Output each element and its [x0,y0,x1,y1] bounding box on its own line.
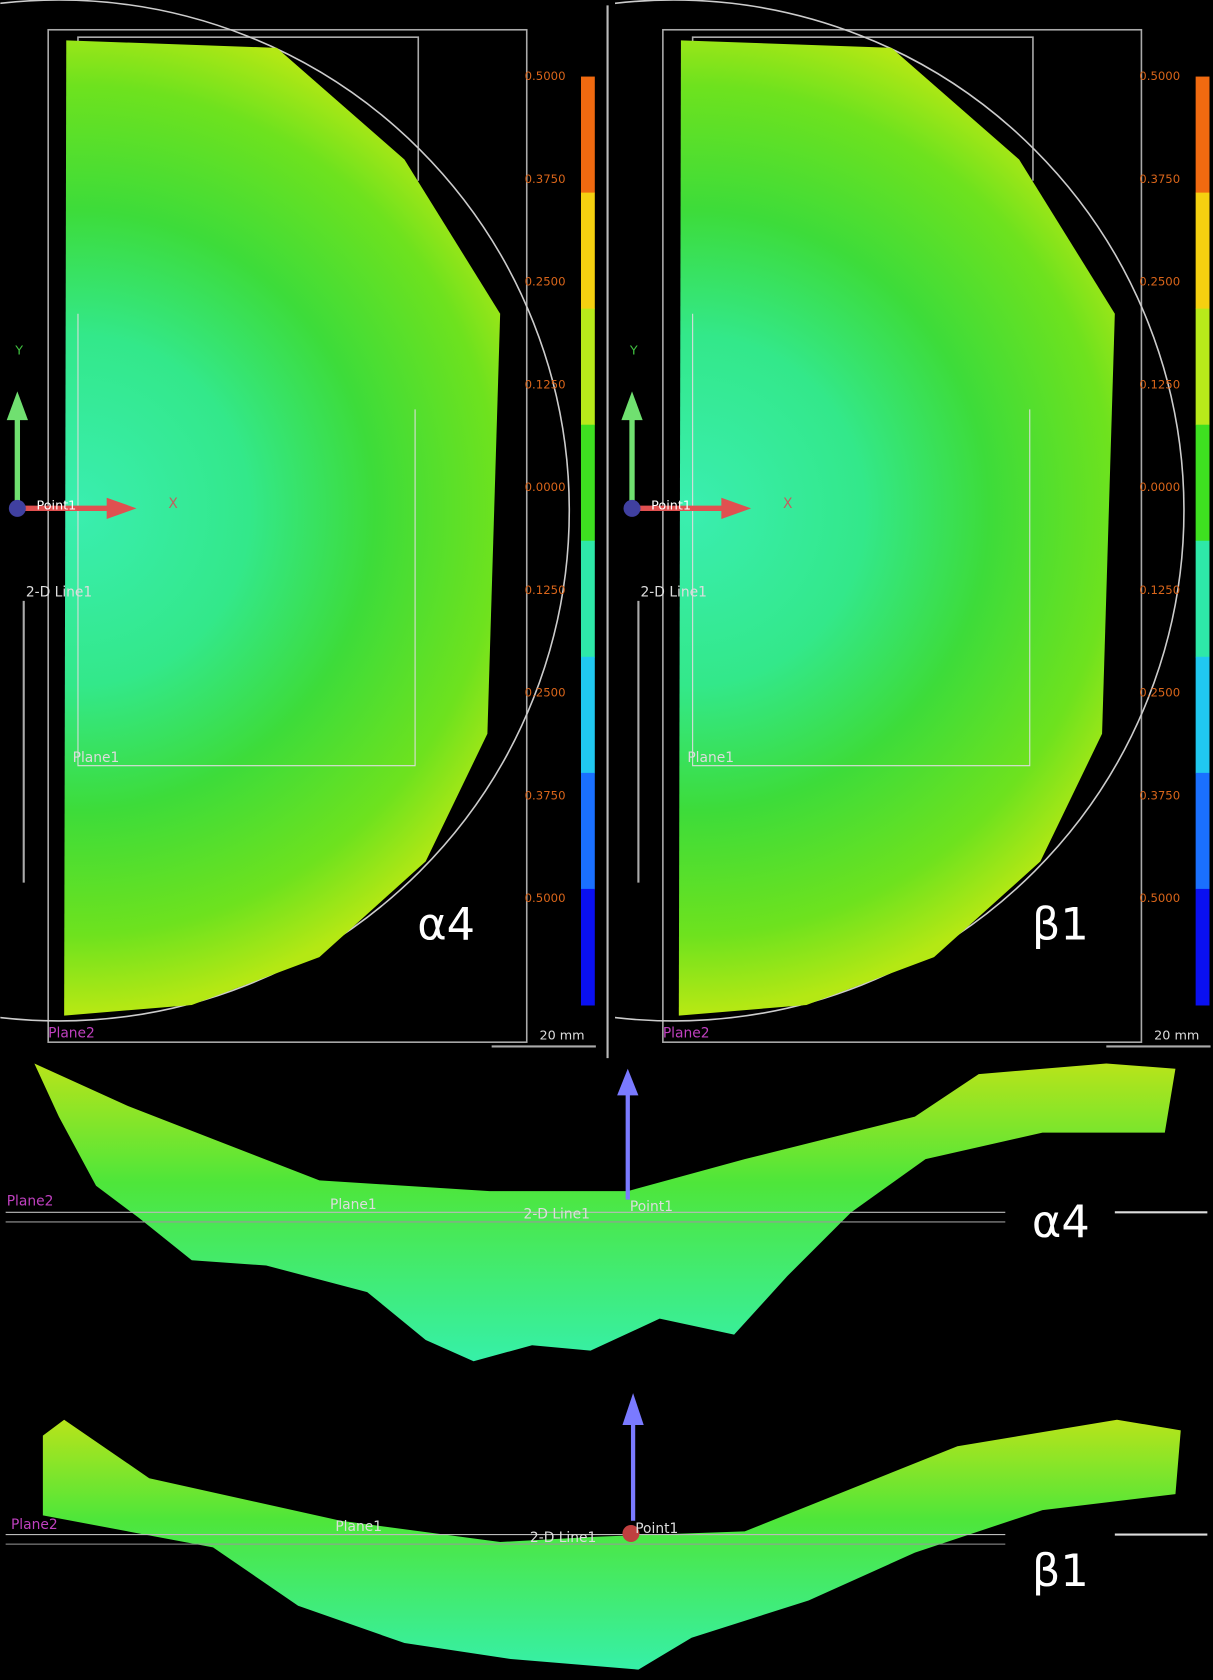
sample-label: β1 [1032,1545,1089,1597]
plane-label: Plane1 [330,1197,377,1213]
sample-label: α4 [1032,1196,1090,1248]
plane-label: Plane2 [48,1026,95,1042]
figure: 0.5000 0.3750 0.2500 0.1250 0.0000 0.1250 0.25… [0,0,1213,1676]
colorbar-label: 0.2500 [525,686,566,700]
colorbar-label: 0.5000 [1139,69,1180,83]
colorbar-label: 0.0000 [1139,480,1180,494]
colorbar-label: 0.1250 [525,583,566,597]
sample-label: β1 [1032,898,1089,950]
colorbar-segment [581,309,595,426]
colorbar-label: 0.3750 [1139,788,1180,802]
point-label: Point1 [635,1521,678,1537]
x-axis-label: X [168,496,178,512]
plane-label: Plane2 [7,1194,54,1210]
plane-label: Plane1 [335,1519,382,1535]
point-label: Point1 [651,499,691,514]
colorbar-label: 0.2500 [1139,275,1180,289]
colorbar-segment [581,193,595,310]
colorbar-segment [581,773,595,890]
colorbar-segment [1196,193,1210,310]
colorbar-segment [1196,773,1210,890]
colorbar-label: 0.1250 [1139,583,1180,597]
colorbar-segment [1196,541,1210,658]
origin-marker [624,500,641,517]
colorbar-segment [1196,889,1210,1006]
line-label: 2-D Line1 [641,584,707,600]
plane-label: Plane2 [11,1517,58,1533]
y-axis-label: Y [629,343,638,358]
line-label: 2-D Line1 [530,1530,596,1546]
colorbar-segment [581,657,595,774]
plane-label: Plane2 [663,1026,710,1042]
colorbar-segment [581,425,595,542]
colorbar-label: 0.5000 [1139,891,1180,905]
plane-label: Plane1 [687,750,734,766]
point-label: Point1 [630,1199,673,1215]
colorbar-label: 0.0000 [525,480,566,494]
plane-label: Plane1 [73,750,120,766]
y-axis-label: Y [14,343,23,358]
line-label: 2-D Line1 [524,1206,590,1222]
x-axis-label: X [783,496,793,512]
colorbar-segment [1196,309,1210,426]
colorbar-label: 0.1250 [1139,377,1180,391]
page: 0.5000 0.3750 0.2500 0.1250 0.0000 0.1250 0.25… [0,0,1213,1680]
origin-marker [9,500,26,517]
scale-label: 20 mm [1154,1028,1199,1043]
colorbar-label: 0.3750 [1139,172,1180,186]
colorbar-segment [581,889,595,1006]
scale-label: 20 mm [540,1028,585,1043]
colorbar-segment [581,541,595,658]
colorbar-label: 0.1250 [525,377,566,391]
colorbar-label: 0.2500 [1139,686,1180,700]
colorbar-segment [1196,77,1210,194]
colorbar-label: 0.3750 [525,788,566,802]
colorbar-segment [1196,657,1210,774]
colorbar-label: 0.2500 [525,275,566,289]
colorbar-label: 0.5000 [525,891,566,905]
point-label: Point1 [36,499,76,514]
colorbar-label: 0.5000 [525,69,566,83]
colorbar-label: 0.3750 [525,172,566,186]
sample-label: α4 [417,898,475,950]
colorbar-segment [1196,425,1210,542]
colorbar-segment [581,77,595,194]
line-label: 2-D Line1 [26,584,92,600]
